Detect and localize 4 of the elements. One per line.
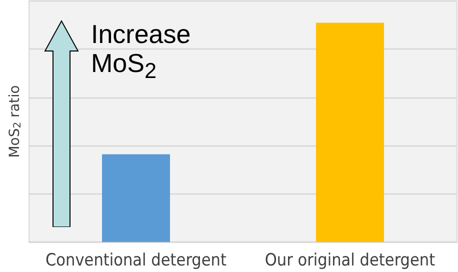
- x-tick-label: Conventional detergent: [46, 250, 226, 270]
- x-tick-label: Our original detergent: [264, 250, 436, 270]
- y-axis-title: MoS2 ratio: [7, 85, 24, 158]
- annotation: Increase MoS$_{2}$: [91, 19, 191, 84]
